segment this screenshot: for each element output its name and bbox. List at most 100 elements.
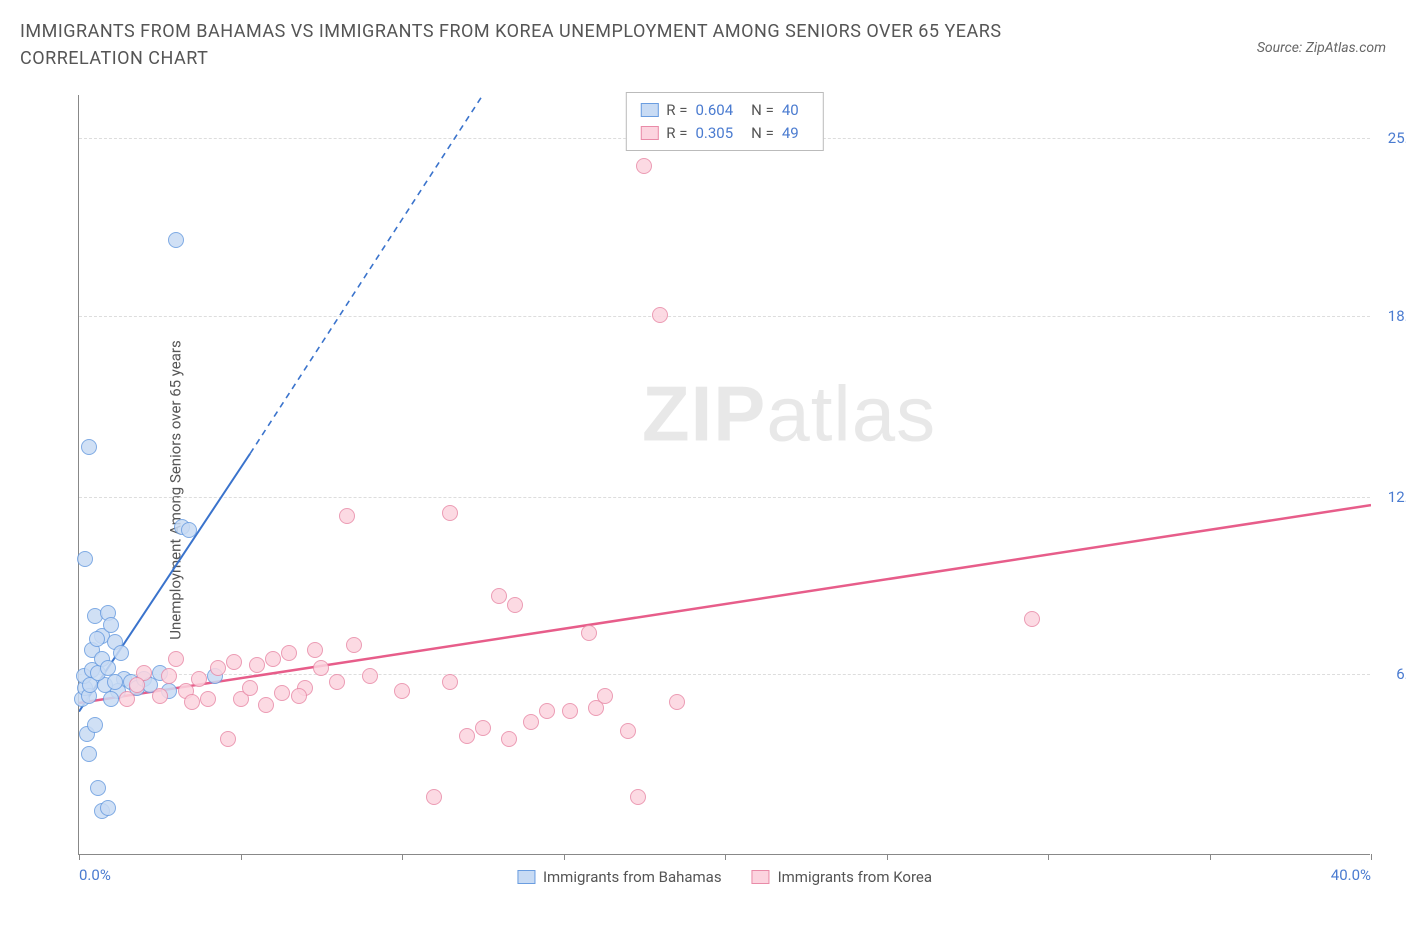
legend-swatch: [640, 126, 658, 140]
data-point: [1024, 611, 1040, 627]
data-point: [459, 728, 475, 744]
data-point: [168, 651, 184, 667]
data-point: [581, 625, 597, 641]
gridline: [79, 674, 1370, 675]
trend-lines: [79, 95, 1371, 855]
x-tick: [564, 854, 565, 860]
chart-container: Unemployment Among Seniors over 65 years…: [60, 95, 1390, 885]
stat-n-label: N =: [751, 99, 774, 122]
data-point: [475, 720, 491, 736]
x-tick: [1048, 854, 1049, 860]
data-point: [77, 551, 93, 567]
data-point: [103, 617, 119, 633]
stat-n-value: 40: [782, 99, 799, 122]
gridline: [79, 497, 1370, 498]
y-tick-label: 12.5%: [1388, 488, 1406, 506]
legend-item: Immigrants from Korea: [752, 868, 932, 886]
series-legend: Immigrants from Bahamas Immigrants from K…: [517, 868, 932, 886]
data-point: [313, 660, 329, 676]
legend-swatch: [640, 103, 658, 117]
data-point: [265, 651, 281, 667]
gridline: [79, 316, 1370, 317]
stat-r-value: 0.604: [695, 99, 733, 122]
y-tick-label: 6.3%: [1396, 665, 1406, 683]
data-point: [539, 703, 555, 719]
data-point: [129, 677, 145, 693]
legend-row: R = 0.305N = 49: [640, 122, 808, 145]
data-point: [281, 645, 297, 661]
data-point: [100, 800, 116, 816]
x-tick-label: 40.0%: [1331, 866, 1371, 884]
data-point: [346, 637, 362, 653]
data-point: [426, 789, 442, 805]
data-point: [507, 597, 523, 613]
data-point: [523, 714, 539, 730]
data-point: [107, 674, 123, 690]
legend-swatch: [517, 870, 535, 884]
x-tick: [1371, 854, 1372, 860]
legend-row: R = 0.604 N = 40: [640, 99, 808, 122]
stat-r-label: R =: [666, 99, 687, 122]
stat-r-label: R =: [666, 122, 687, 145]
data-point: [119, 691, 135, 707]
chart-source: Source: ZipAtlas.com: [1257, 40, 1386, 56]
legend-swatch: [752, 870, 770, 884]
data-point: [274, 685, 290, 701]
x-tick: [241, 854, 242, 860]
data-point: [652, 307, 668, 323]
data-point: [200, 691, 216, 707]
chart-title: IMMIGRANTS FROM BAHAMAS VS IMMIGRANTS FR…: [20, 18, 1120, 72]
watermark: ZIPatlas: [642, 368, 936, 459]
data-point: [161, 668, 177, 684]
data-point: [562, 703, 578, 719]
data-point: [442, 505, 458, 521]
data-point: [669, 694, 685, 710]
data-point: [339, 508, 355, 524]
data-point: [501, 731, 517, 747]
correlation-legend: R = 0.604N = 40R = 0.305N = 49: [625, 92, 823, 151]
data-point: [210, 660, 226, 676]
data-point: [620, 723, 636, 739]
data-point: [168, 232, 184, 248]
legend-item: Immigrants from Bahamas: [517, 868, 722, 886]
data-point: [103, 691, 119, 707]
data-point: [442, 674, 458, 690]
x-tick: [402, 854, 403, 860]
data-point: [191, 671, 207, 687]
data-point: [181, 522, 197, 538]
data-point: [491, 588, 507, 604]
legend-label: Immigrants from Korea: [778, 868, 932, 886]
data-point: [394, 683, 410, 699]
stat-r-value: 0.305: [695, 122, 733, 145]
data-point: [81, 439, 97, 455]
data-point: [89, 631, 105, 647]
x-tick: [1210, 854, 1211, 860]
x-tick: [79, 854, 80, 860]
data-point: [152, 688, 168, 704]
data-point: [81, 746, 97, 762]
x-tick: [725, 854, 726, 860]
stat-n-label: N =: [751, 122, 774, 145]
data-point: [636, 158, 652, 174]
x-tick-label: 0.0%: [79, 866, 111, 884]
data-point: [242, 680, 258, 696]
data-point: [220, 731, 236, 747]
chart-header: IMMIGRANTS FROM BAHAMAS VS IMMIGRANTS FR…: [0, 0, 1406, 72]
data-point: [597, 688, 613, 704]
plot-area: ZIPatlas R = 0.604N = 40R = 0.305N = 49 …: [78, 95, 1370, 855]
data-point: [87, 717, 103, 733]
data-point: [184, 694, 200, 710]
legend-label: Immigrants from Bahamas: [543, 868, 722, 886]
data-point: [362, 668, 378, 684]
data-point: [113, 645, 129, 661]
y-tick-label: 18.8%: [1388, 307, 1406, 325]
data-point: [249, 657, 265, 673]
x-tick: [887, 854, 888, 860]
data-point: [291, 688, 307, 704]
data-point: [258, 697, 274, 713]
data-point: [90, 780, 106, 796]
data-point: [226, 654, 242, 670]
data-point: [329, 674, 345, 690]
data-point: [630, 789, 646, 805]
y-tick-label: 25.0%: [1388, 129, 1406, 147]
